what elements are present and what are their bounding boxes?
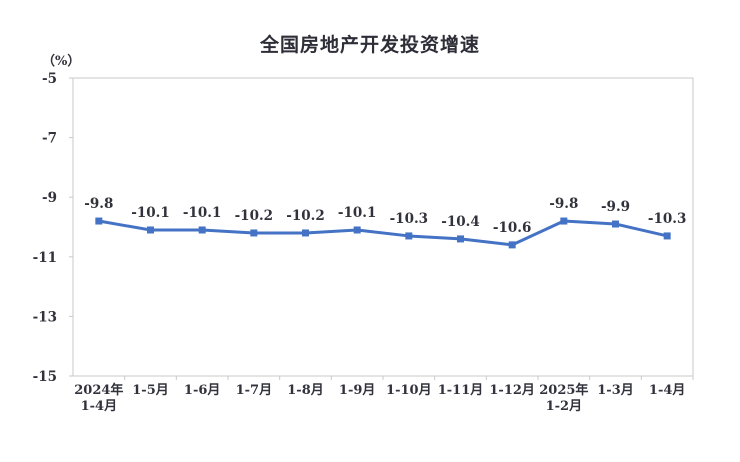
x-axis-category-label: 2024年 [74,382,123,398]
chart-title: 全国房地产开发投资增速 [259,34,480,56]
plot-area-border [72,77,694,377]
data-point-label: -10.4 [441,214,479,230]
data-point-label: -10.1 [131,205,169,221]
data-point-marker [405,232,413,240]
x-axis-category-label: 1-10月 [386,383,432,398]
data-point-marker [147,226,154,234]
data-point-label: -10.2 [235,208,273,224]
x-axis-category-label: 1-9月 [339,383,376,398]
data-point-label: -10.2 [286,208,324,224]
series-line [98,219,668,247]
x-axis-category-label: 1-11月 [438,383,484,398]
data-point-marker [95,217,103,225]
x-axis-category-label: 1-5月 [132,383,169,398]
data-point-marker [353,226,361,234]
data-point-marker [663,232,671,240]
data-point-marker [508,241,516,249]
data-point-marker [612,220,619,228]
data-point-marker [250,229,258,237]
data-point-label: -9.9 [601,199,630,215]
data-point-label: -10.3 [648,211,686,227]
y-axis-tick-label: -13 [33,309,57,325]
data-point-label: -10.3 [390,211,428,227]
y-axis-tick-label: -11 [33,250,57,266]
data-point-label: -9.8 [549,196,578,212]
data-point-marker [560,217,568,225]
data-point-label: -10.6 [493,220,531,236]
x-axis-category-label: 1-4月 [649,383,686,398]
data-point-marker [302,229,309,237]
x-axis-category-label: 1-8月 [287,383,324,398]
x-axis-category-label: 1-7月 [236,383,273,398]
x-axis-category-label: 1-2月 [546,399,583,414]
data-point-label: -10.1 [183,205,221,221]
y-axis-tick-label: -7 [42,131,57,147]
x-axis-category-label: 1-3月 [597,383,634,398]
x-axis-category-label: 1-6月 [184,383,221,398]
x-axis-category-label: 1-4月 [81,399,118,414]
y-axis-tick-label: -9 [42,190,57,206]
y-axis-unit-label: （%） [42,54,81,69]
data-point-marker [457,235,464,243]
data-point-label: -9.8 [84,196,113,212]
x-axis-category-label: 2025年 [539,382,588,398]
y-axis-tick-label: -15 [33,369,57,385]
x-axis-category-label: 1-12月 [489,383,535,398]
y-axis-tick-label: -5 [42,71,57,87]
data-point-label: -10.1 [338,205,376,221]
data-point-marker [198,226,206,234]
